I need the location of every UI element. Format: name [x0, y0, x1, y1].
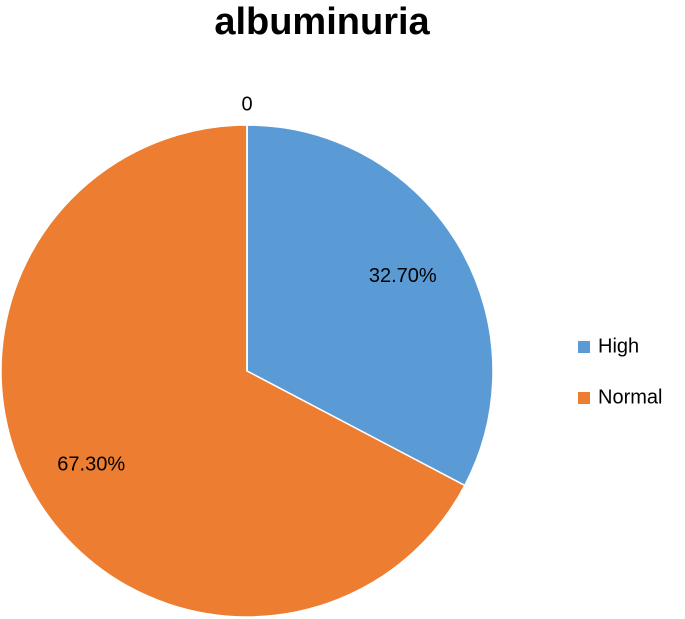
data-label: 0: [241, 93, 252, 115]
legend-label: High: [598, 335, 639, 357]
legend-label: Normal: [598, 386, 662, 408]
data-label: 67.30%: [57, 453, 125, 475]
legend-swatch: [578, 392, 590, 404]
pie-slice: [0, 124, 466, 618]
legend-swatch: [578, 341, 590, 353]
pie-slice: [246, 124, 494, 487]
data-label: 32.70%: [369, 265, 437, 287]
chart-title: albuminuria: [214, 1, 430, 43]
